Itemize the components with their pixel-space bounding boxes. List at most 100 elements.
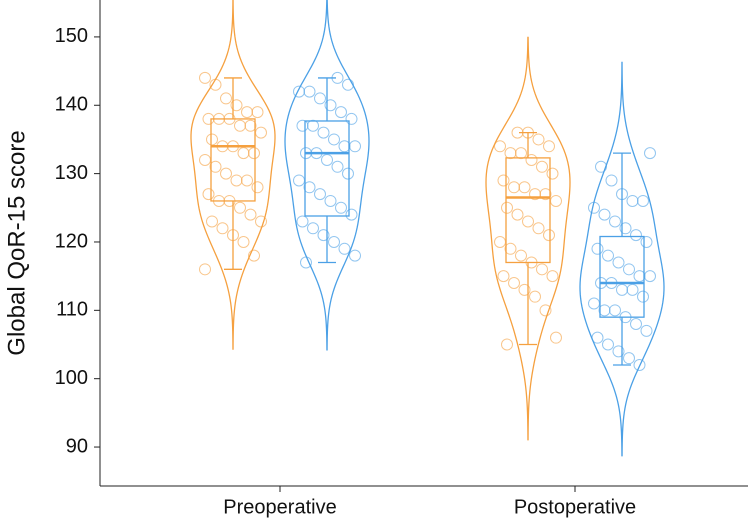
violin — [190, 0, 276, 350]
point — [342, 78, 354, 91]
point — [504, 147, 517, 160]
point — [248, 147, 260, 160]
point — [255, 215, 267, 228]
point — [494, 235, 506, 248]
point — [602, 249, 614, 262]
point — [234, 201, 246, 214]
point — [223, 112, 236, 125]
point — [303, 181, 316, 194]
point — [609, 215, 621, 228]
point — [532, 222, 545, 235]
point — [546, 270, 559, 283]
point — [522, 126, 534, 139]
point — [310, 147, 323, 160]
point — [206, 215, 218, 228]
violin — [284, 0, 370, 351]
point — [633, 359, 646, 372]
y-tick-label: 130 — [55, 162, 88, 184]
point — [518, 181, 531, 194]
point — [199, 263, 211, 276]
point — [349, 140, 361, 153]
point — [543, 229, 555, 242]
point — [539, 188, 552, 201]
point — [550, 194, 562, 207]
point — [331, 71, 344, 84]
point — [202, 188, 215, 201]
point — [220, 92, 232, 105]
y-tick-label: 140 — [55, 94, 88, 116]
point — [300, 256, 312, 269]
point — [501, 201, 513, 214]
point — [234, 119, 246, 132]
point — [209, 78, 222, 91]
y-tick-label: 150 — [55, 25, 88, 47]
point — [588, 297, 600, 310]
point — [536, 160, 548, 173]
point — [497, 174, 510, 187]
point — [616, 283, 628, 296]
point — [227, 229, 239, 242]
point — [637, 290, 649, 303]
point — [321, 153, 333, 166]
point — [314, 188, 326, 201]
point — [532, 133, 545, 146]
point — [293, 174, 305, 187]
point — [335, 106, 347, 119]
box — [505, 157, 551, 264]
point — [511, 208, 524, 221]
point — [349, 249, 361, 262]
point — [619, 311, 632, 324]
point — [317, 126, 330, 139]
point — [324, 99, 337, 112]
point — [595, 160, 607, 173]
point — [522, 215, 534, 228]
violin — [485, 36, 571, 441]
point — [296, 119, 309, 132]
point — [605, 276, 618, 289]
point — [237, 147, 250, 160]
point — [237, 235, 250, 248]
point — [626, 283, 639, 296]
point — [199, 71, 211, 84]
y-tick-label: 100 — [55, 367, 88, 389]
point — [230, 174, 243, 187]
point — [497, 270, 510, 283]
point — [230, 99, 243, 112]
point — [342, 167, 354, 180]
point — [515, 147, 527, 160]
point — [598, 208, 611, 221]
point — [539, 304, 552, 317]
point — [591, 331, 604, 344]
x-tick-label: Postoperative — [514, 496, 636, 518]
point — [508, 276, 520, 289]
y-tick-label: 110 — [56, 299, 88, 321]
point — [241, 174, 253, 187]
point — [494, 140, 506, 153]
point — [588, 201, 600, 214]
point — [220, 167, 232, 180]
box — [599, 235, 645, 318]
point — [317, 229, 330, 242]
point — [251, 181, 264, 194]
x-tick-label: Preoperative — [223, 496, 336, 518]
point — [216, 222, 229, 235]
point — [529, 290, 541, 303]
point — [637, 194, 649, 207]
point — [307, 222, 319, 235]
point — [209, 160, 222, 173]
y-axis-title: Global QoR-15 score — [3, 130, 30, 355]
point — [307, 119, 319, 132]
point — [501, 338, 513, 351]
point — [255, 126, 267, 139]
point — [543, 140, 555, 153]
point — [314, 92, 326, 105]
point — [227, 140, 239, 153]
point — [616, 188, 628, 201]
point — [619, 222, 632, 235]
point — [630, 318, 642, 330]
point — [626, 194, 639, 207]
point — [609, 304, 621, 317]
point — [324, 194, 337, 207]
point — [508, 181, 520, 194]
